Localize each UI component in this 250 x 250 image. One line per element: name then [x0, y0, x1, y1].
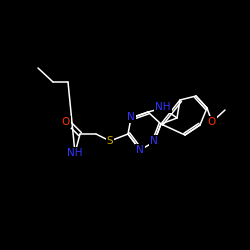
- Text: N: N: [150, 136, 158, 146]
- Text: NH: NH: [67, 148, 83, 158]
- Text: N: N: [127, 112, 135, 122]
- Text: N: N: [136, 145, 144, 155]
- Text: O: O: [62, 117, 70, 127]
- Text: S: S: [107, 136, 113, 146]
- Text: O: O: [208, 117, 216, 127]
- Text: NH: NH: [155, 102, 171, 112]
